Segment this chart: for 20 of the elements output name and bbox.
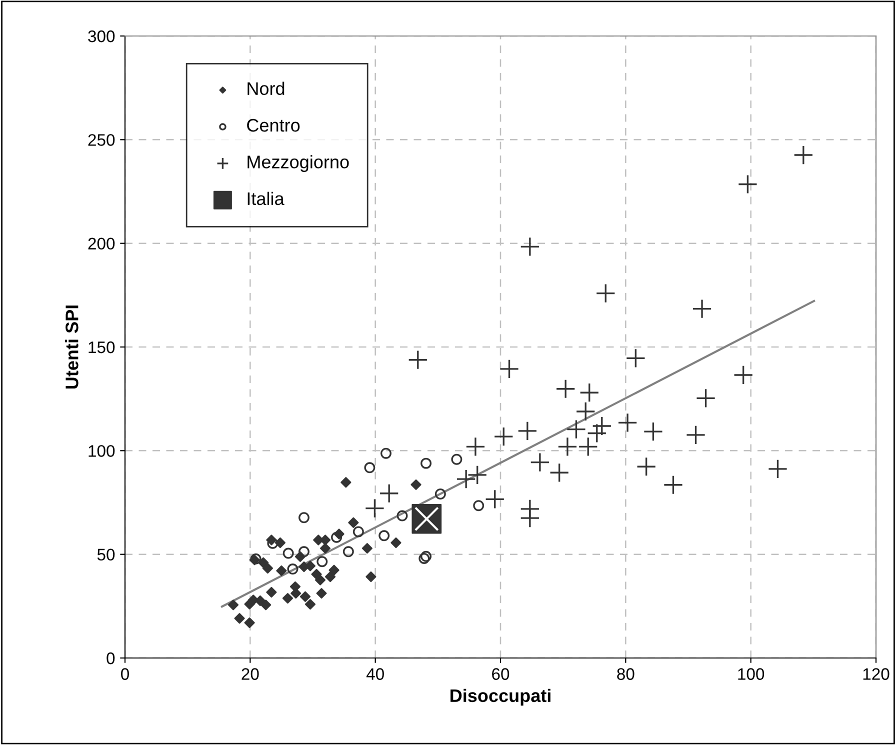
y-tick-label: 100: [88, 445, 115, 457]
y-tick-label: 150: [88, 341, 115, 354]
x-tick-label: 60: [492, 668, 510, 680]
y-tick-label: 0: [106, 652, 115, 664]
x-axis-title: Disoccupati: [450, 688, 550, 706]
x-tick-label: 40: [366, 668, 384, 680]
x-tick-label: 80: [617, 668, 634, 680]
legend-label: Centro: [247, 118, 300, 132]
legend-label: Mezzogiorno: [248, 155, 349, 172]
y-tick-label: 250: [88, 134, 115, 146]
legend-label: Nord: [248, 82, 284, 96]
x-tick-label: 20: [242, 668, 259, 680]
y-tick-label: 200: [88, 238, 115, 250]
y-axis-title: Utenti SPI: [65, 306, 78, 389]
y-tick-label: 50: [97, 548, 115, 561]
x-tick-label: 0: [121, 668, 129, 680]
x-tick-label: 120: [863, 668, 890, 680]
y-tick-label: 300: [88, 30, 115, 42]
legend-label: Italia: [248, 192, 284, 206]
x-tick-label: 100: [738, 668, 764, 680]
